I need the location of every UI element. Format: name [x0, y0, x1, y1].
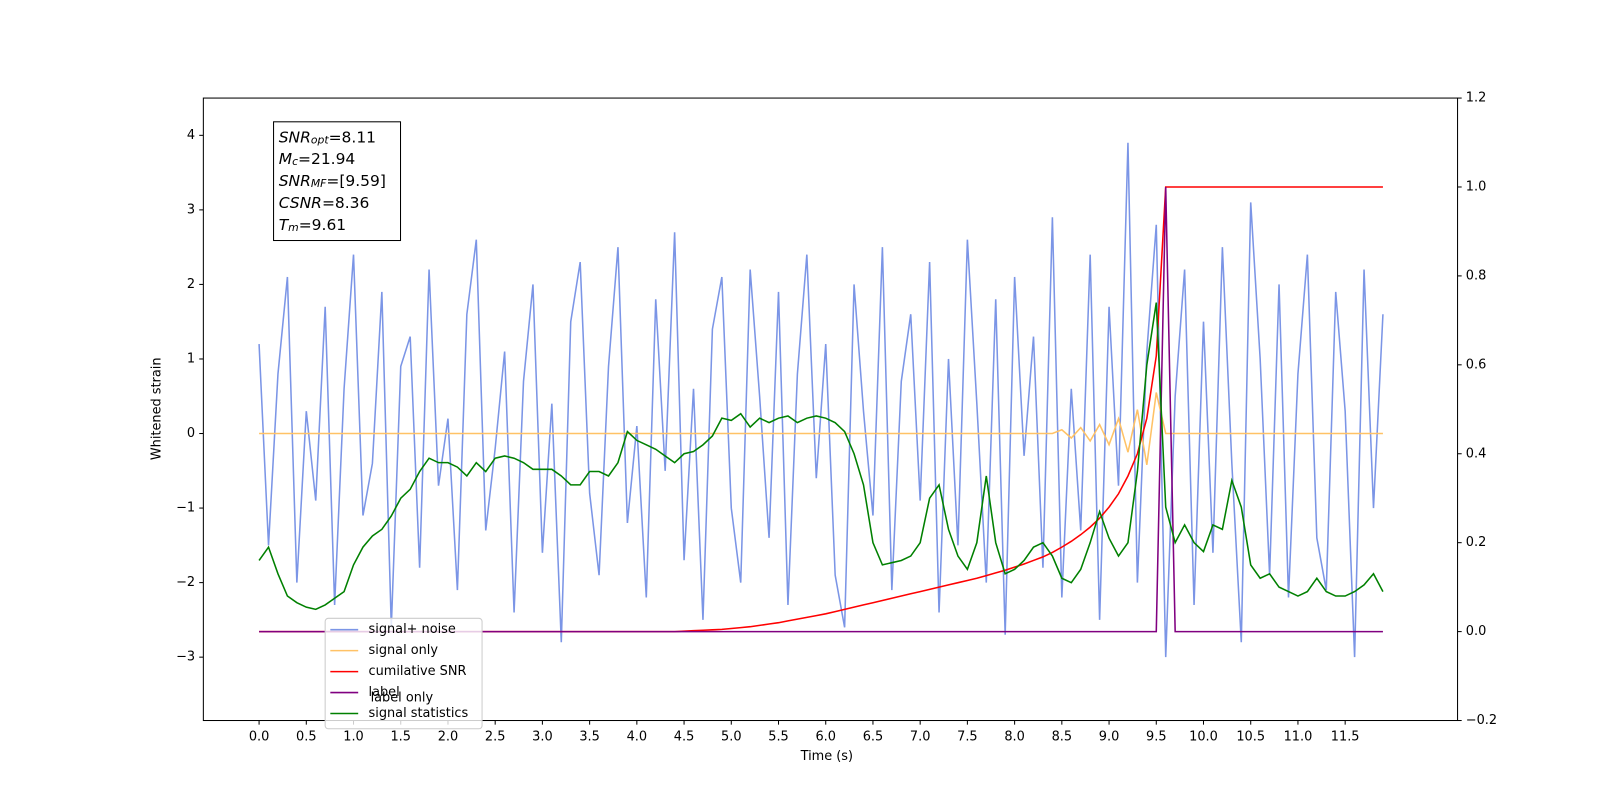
y2-tick-label: 0.6	[1466, 357, 1487, 372]
plot-area	[258, 142, 1384, 658]
legend-box	[324, 617, 483, 730]
x-tick-label: 5.0	[721, 730, 742, 745]
annotation-value: =8.11	[329, 128, 376, 146]
legend-label: signal only	[369, 643, 439, 658]
annotation-box	[273, 121, 402, 242]
annotation-sub: opt	[311, 134, 329, 147]
x-tick-label: 4.5	[674, 730, 695, 745]
x-tick-label: 7.5	[957, 730, 978, 745]
x-tick-label: 8.5	[1052, 730, 1073, 745]
y2-tick-label: 0.4	[1466, 446, 1487, 461]
annotation-text: Tm=9.61	[279, 215, 346, 234]
x-tick-label: 6.0	[815, 730, 836, 745]
line-series	[258, 302, 1384, 611]
x-tick-label: 9.0	[1099, 730, 1120, 745]
legend-label: cumilative SNR	[369, 664, 467, 679]
annotation-text: SNRopt=8.11	[279, 128, 376, 147]
annotation-text: SNRMF=[9.59]	[279, 172, 386, 191]
x-tick-label: 1.0	[343, 730, 364, 745]
annotation-sub: c	[292, 155, 298, 168]
x-tick-label: 0.0	[249, 730, 270, 745]
legend-label: label	[369, 685, 400, 700]
annotation-name: SNR	[279, 172, 311, 190]
annotation-sub: MF	[311, 177, 327, 190]
legend-label-hidden: label only	[371, 690, 434, 705]
x-tick-label: 6.5	[863, 730, 884, 745]
x-tick-label: 3.5	[579, 730, 600, 745]
y-tick-label: 1	[187, 351, 195, 366]
x-tick-label: 3.0	[532, 730, 553, 745]
legend-label: signal+ noise	[369, 622, 456, 637]
y2-tick-label: −0.2	[1466, 713, 1497, 728]
x-tick-label: 0.5	[296, 730, 317, 745]
x-tick-label: 1.5	[390, 730, 411, 745]
y-axis-label: Whitened strain	[149, 357, 164, 460]
x-tick-label: 11.5	[1331, 730, 1360, 745]
x-tick-label: 4.0	[627, 730, 648, 745]
y-tick-label: 0	[187, 426, 195, 441]
y-tick-label: 2	[187, 277, 195, 292]
x-tick-label: 11.0	[1284, 730, 1313, 745]
x-tick-label: 2.5	[485, 730, 506, 745]
x-tick-label: 2.0	[438, 730, 459, 745]
x-tick-label: 7.0	[910, 730, 931, 745]
annotation-value: =8.36	[322, 193, 369, 211]
y-tick-label: 3	[187, 202, 195, 217]
annotation-value: =9.61	[299, 215, 346, 233]
annotation-name: CSNR	[279, 193, 322, 211]
annotation-text: Mc=21.94	[279, 150, 356, 169]
legend-label: signal statistics	[369, 706, 469, 721]
line-series	[258, 142, 1384, 658]
y-tick-label: 4	[187, 128, 195, 143]
y-tick-label: −1	[176, 501, 195, 516]
x-tick-label: 8.0	[1004, 730, 1025, 745]
axes-frame	[202, 97, 1459, 722]
x-tick-label: 9.5	[1146, 730, 1167, 745]
annotation-name: SNR	[279, 128, 311, 146]
annotation-value: =21.94	[298, 150, 355, 168]
x-axis-label: Time (s)	[800, 749, 853, 764]
x-tick-label: 5.5	[768, 730, 789, 745]
annotation-sub: m	[288, 221, 299, 234]
y-tick-label: −2	[176, 575, 195, 590]
line-series	[259, 392, 1383, 465]
y2-tick-label: 0.2	[1466, 535, 1487, 550]
y2-tick-label: 1.0	[1466, 179, 1487, 194]
x-tick-label: 10.0	[1189, 730, 1218, 745]
y2-tick-label: 1.2	[1466, 91, 1487, 106]
annotation-name: M	[279, 150, 292, 168]
x-tick-label: 10.5	[1236, 730, 1265, 745]
annotation-name: T	[279, 215, 290, 233]
annotation-text: CSNR=8.36	[279, 193, 370, 211]
y2-tick-label: 0.8	[1466, 268, 1487, 283]
y-tick-label: −3	[176, 650, 195, 665]
annotation-value: =[9.59]	[326, 172, 385, 190]
y2-tick-label: 0.0	[1466, 624, 1487, 639]
